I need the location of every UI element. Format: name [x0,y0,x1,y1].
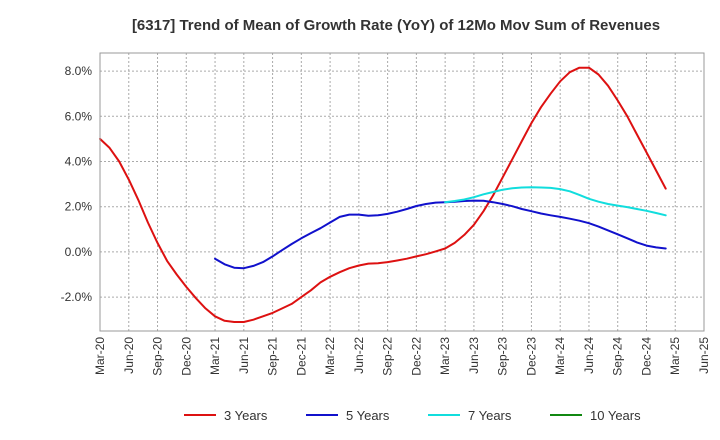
x-tick-label: Dec-23 [524,337,538,376]
y-tick-label: 4.0% [65,154,93,168]
y-tick-label: -2.0% [61,290,93,304]
y-tick-label: 0.0% [65,245,93,259]
legend-label-10-years: 10 Years [590,408,641,423]
grid [99,53,705,331]
plot-frame [99,52,705,332]
x-tick-label: Mar-24 [553,337,567,375]
x-tick-label: Jun-20 [122,337,136,374]
x-tick-label: Sep-20 [151,337,165,376]
x-axis: Mar-20 Jun-20 Sep-20 Dec-20 Mar-21 Jun-21 Sep-… [93,337,711,376]
x-tick-label: Jun-25 [697,337,711,374]
series-line-5-years [214,199,667,270]
x-tick-label: Mar-20 [93,337,107,375]
x-tick-label: Sep-23 [496,337,510,376]
x-tick-label: Mar-22 [323,337,337,375]
x-tick-label: Mar-21 [208,337,222,375]
y-axis: -2.0% 0.0% 2.0% 4.0% 6.0% 8.0% [61,64,93,304]
y-tick-label: 8.0% [65,64,93,78]
chart-title: [6317] Trend of Mean of Growth Rate (YoY… [132,17,660,34]
x-tick-label: Mar-23 [438,337,452,375]
x-tick-label: Dec-22 [409,337,423,376]
y-tick-label: 2.0% [65,200,93,214]
x-tick-label: Sep-22 [381,337,395,376]
legend-label-3-years: 3 Years [224,408,268,423]
x-tick-label: Sep-24 [611,337,625,376]
x-tick-label: Jun-24 [582,337,596,374]
legend-label-7-years: 7 Years [468,408,512,423]
series-layer [99,66,667,323]
series-line-3-years [99,66,667,323]
x-tick-label: Dec-20 [179,337,193,376]
legend: 3 Years 5 Years 7 Years 10 Years [184,408,641,423]
x-tick-label: Sep-21 [266,337,280,376]
legend-label-5-years: 5 Years [346,408,390,423]
x-tick-label: Jun-22 [352,337,366,374]
x-tick-label: Dec-21 [294,337,308,376]
x-tick-label: Mar-25 [668,337,682,375]
x-tick-label: Dec-24 [639,337,653,376]
y-tick-label: 6.0% [65,109,93,123]
x-tick-label: Jun-21 [237,337,251,374]
x-tick-label: Jun-23 [467,337,481,374]
series-line-7-years [444,186,667,217]
